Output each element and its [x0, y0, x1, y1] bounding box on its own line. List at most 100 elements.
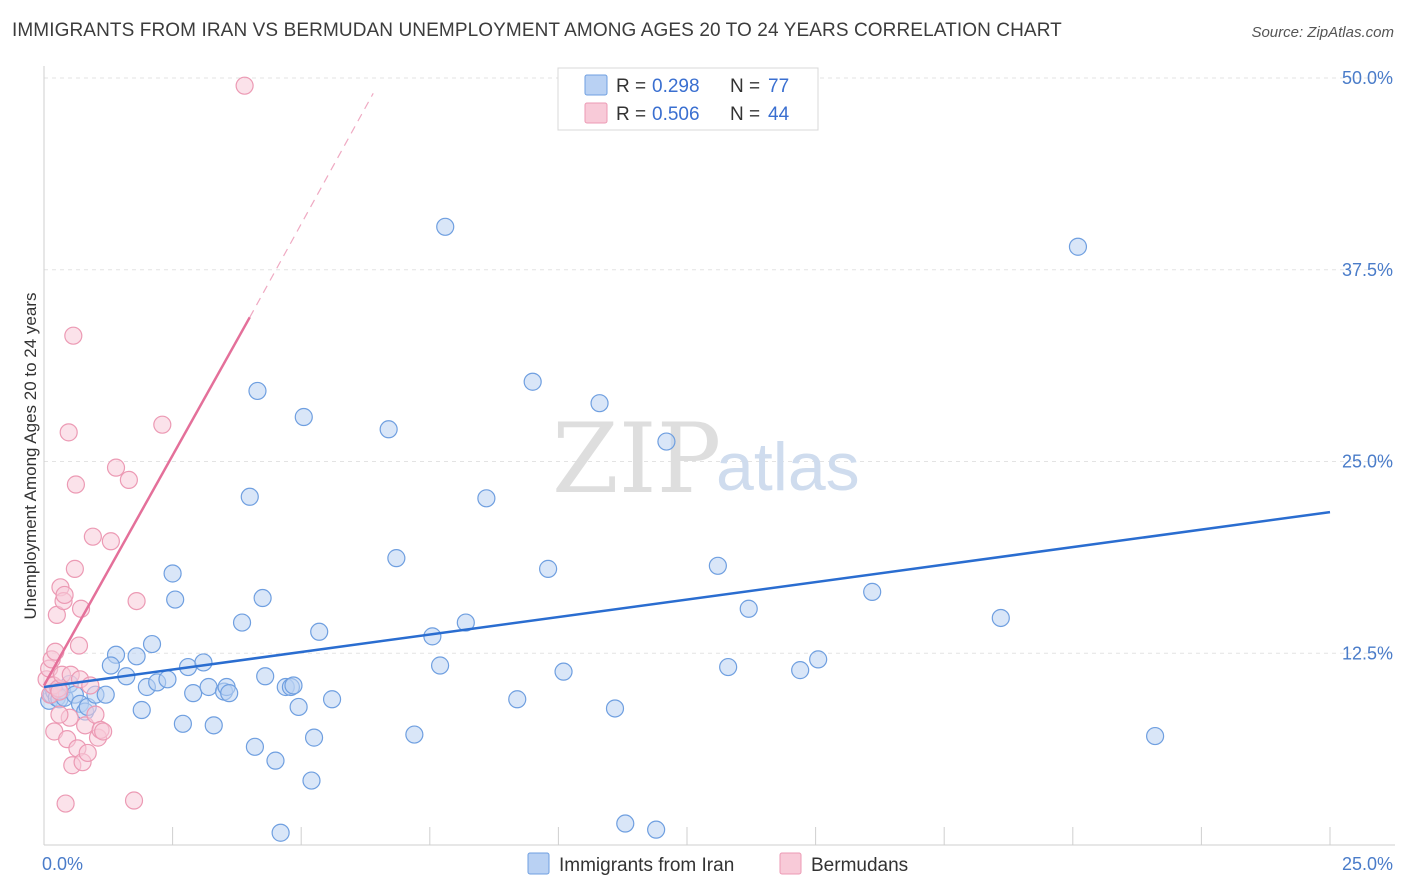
bottom-legend-label-iran: Immigrants from Iran [559, 855, 734, 876]
iran-point [253, 588, 272, 608]
iran-point [271, 823, 290, 842]
iran-point [232, 613, 252, 632]
iran-point [101, 656, 120, 675]
x-tick-label: 0.0% [42, 854, 83, 874]
series-legend: Immigrants from Iran Bermudans [527, 852, 908, 876]
iran-point [322, 690, 342, 709]
bermuda-point [106, 458, 126, 477]
tick-labels: 12.5% 25.0% 37.5% 50.0% 0.0% 25.0% [42, 68, 1393, 874]
iran-point [199, 677, 218, 697]
bermuda-point [66, 475, 85, 494]
bermuda-trend-line [249, 93, 374, 318]
iran-point [554, 662, 573, 681]
bottom-legend-label-bermuda: Bermudans [811, 855, 908, 876]
iran-point [539, 559, 558, 578]
bermuda-trend-line [42, 316, 251, 687]
bermuda-point [64, 326, 83, 345]
bermuda-point [55, 585, 74, 605]
iran-point [248, 381, 267, 401]
bermuda-point [101, 532, 120, 551]
iran-point [294, 407, 313, 427]
data-points [37, 76, 1165, 842]
iran-point [863, 582, 882, 601]
y-tick-label: 50.0% [1342, 68, 1393, 88]
iran-point [657, 432, 676, 451]
correlation-legend: R = 0.298 N = 77 R = 0.506 N = 44 [557, 67, 819, 131]
iran-point [310, 622, 329, 641]
iran-point [158, 670, 177, 689]
iran-point [477, 489, 496, 508]
legend-n-value-bermuda: 44 [768, 104, 790, 125]
legend-r-value-bermuda: 0.506 [652, 104, 700, 125]
iran-point [96, 685, 115, 704]
iran-point [163, 564, 182, 583]
iran-point [423, 627, 442, 646]
watermark-zip: ZIP [552, 403, 721, 515]
legend-r-value-iran: 0.298 [652, 76, 700, 97]
chart-title: IMMIGRANTS FROM IRAN VS BERMUDAN UNEMPLO… [12, 20, 1062, 41]
iran-point [220, 684, 239, 703]
y-tick-label: 37.5% [1342, 260, 1393, 280]
bermuda-point [86, 705, 105, 724]
legend-n-value-iran: 77 [768, 76, 789, 97]
iran-point [430, 656, 450, 675]
iran-point [791, 661, 810, 680]
iran-point [719, 657, 738, 677]
bermuda-point [65, 559, 84, 578]
iran-point [204, 716, 223, 735]
iran-point [256, 667, 275, 686]
iran-point [173, 714, 192, 733]
watermark-atlas: atlas [716, 429, 860, 505]
iran-point [809, 650, 828, 669]
iran-point [194, 653, 213, 672]
iran-point [166, 590, 185, 609]
bermuda-point [59, 423, 78, 442]
iran-point [456, 613, 475, 632]
iran-point [616, 814, 635, 833]
iran-point [508, 690, 527, 709]
bermuda-point [124, 791, 144, 810]
iran-point [289, 697, 308, 717]
bermuda-point [83, 527, 102, 546]
iran-point [991, 608, 1010, 628]
axes [43, 66, 1395, 846]
bermuda-point [94, 722, 113, 741]
iran-trend-line [43, 510, 1331, 689]
iran-point [302, 771, 321, 790]
bermuda-point [46, 642, 65, 661]
iran-point [127, 647, 146, 666]
iran-point [266, 751, 285, 770]
iran-point [739, 599, 758, 618]
iran-point [142, 634, 162, 654]
iran-point [379, 420, 398, 439]
legend-swatch-bermuda [584, 102, 608, 124]
iran-point [708, 556, 727, 575]
bermuda-point [78, 743, 97, 763]
bermuda-point [127, 591, 146, 611]
iran-point [245, 737, 265, 756]
iran-point [647, 820, 666, 839]
legend-n-label-iran: N = [730, 76, 760, 97]
iran-point [184, 684, 203, 703]
iran-point [523, 372, 542, 391]
y-tick-label: 12.5% [1342, 643, 1393, 663]
y-tick-label: 25.0% [1342, 452, 1393, 472]
x-tick-label: 25.0% [1342, 854, 1393, 874]
source-label: Source: ZipAtlas.com [1251, 24, 1394, 41]
iran-point [284, 676, 303, 695]
trend-lines [42, 93, 1331, 689]
iran-point [436, 217, 455, 236]
bottom-legend-swatch-iran [527, 852, 550, 875]
y-axis-title: Unemployment Among Ages 20 to 24 years [21, 293, 40, 620]
iran-point [590, 394, 609, 413]
bermuda-point [69, 636, 89, 655]
iran-point [240, 487, 259, 506]
bermuda-point [153, 415, 172, 434]
bermuda-point [119, 470, 138, 490]
bermuda-point [235, 76, 254, 95]
legend-n-label-bermuda: N = [730, 104, 760, 125]
iran-point [1146, 726, 1165, 746]
watermark: ZIP atlas [552, 403, 860, 515]
iran-point [605, 699, 625, 718]
